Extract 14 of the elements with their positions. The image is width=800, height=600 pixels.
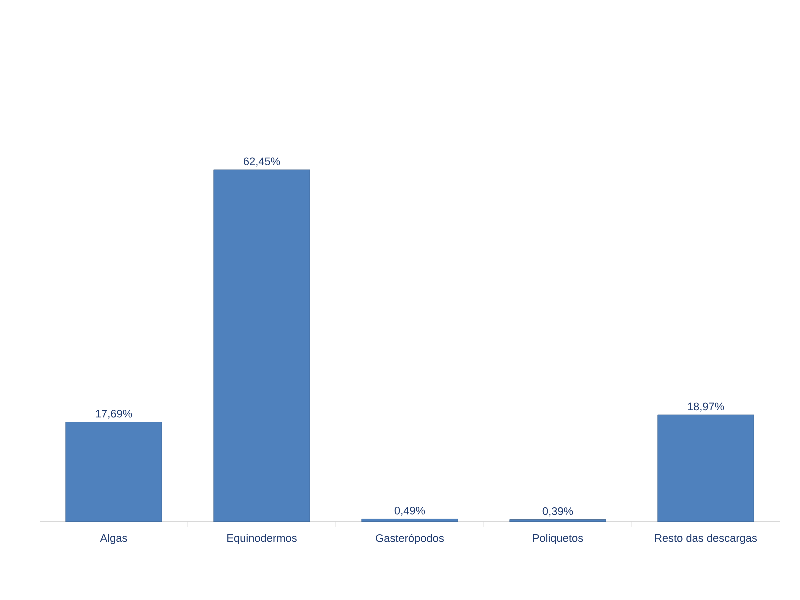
data-label: 0,49%	[394, 506, 426, 516]
data-label: 17,69%	[96, 410, 132, 420]
bar	[66, 422, 162, 522]
x-tick-label: Equinodermos	[228, 534, 297, 544]
data-label: 18,97%	[688, 402, 724, 412]
bar	[658, 414, 754, 522]
bar	[362, 519, 458, 522]
x-tick-label: Gasterópodos	[376, 534, 444, 544]
x-tick-label: Poliquetos	[533, 534, 584, 544]
bar	[214, 170, 310, 522]
x-tick-label: Resto das descargas	[655, 534, 758, 544]
x-tick-label: Algas	[100, 534, 128, 544]
data-label: 0,39%	[542, 508, 574, 517]
data-label: 62,45%	[244, 158, 280, 167]
